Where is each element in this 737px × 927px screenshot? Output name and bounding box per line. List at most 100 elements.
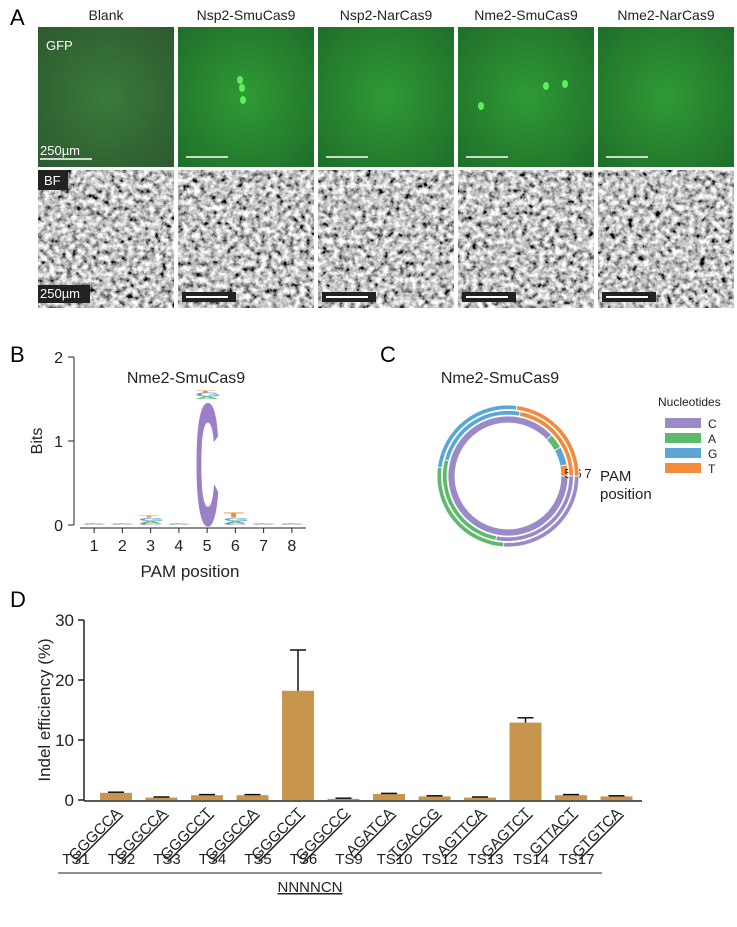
logo-letter: T [195,390,216,393]
ring-segment [515,405,580,477]
bar [555,795,587,800]
panel-label: D [10,587,26,612]
gfp-cell [237,76,243,84]
x-axis-label: PAM position [141,562,240,581]
x-tick-label: TS6 [290,851,318,868]
column-header: Blank [88,7,124,23]
gfp-cell [543,82,549,90]
logo-glyph: C [82,524,106,525]
x-tick-label: 3 [146,538,155,555]
logo-glyph: G [167,524,193,525]
logo-glyph: T [223,511,244,519]
logo-glyph: T [195,390,216,393]
logo-letter: C [223,523,247,526]
logo-letter: T [139,515,160,518]
logo-letter: C [110,524,134,525]
logo-glyph: A [223,520,247,524]
x-tick-label: TS17 [559,851,595,868]
column-header: Nme2-SmuCas9 [474,7,578,23]
y-tick-label: 0 [65,791,74,810]
legend-swatch [665,418,701,428]
bf-image [598,170,734,308]
logo-glyph: C [195,367,219,563]
x-tick-label: 4 [174,538,183,555]
x-tick-label: TS12 [422,851,458,868]
x-tick-label: 5 [203,538,212,555]
gfp-image [178,27,314,167]
legend-title: Nucleotides [658,395,721,409]
y-tick-label: 2 [54,350,63,367]
logo-glyph: A [280,524,304,525]
bar [509,722,542,800]
scale-bar-label: 250µm [40,286,80,301]
bar [418,796,451,800]
column-header: Nme2-NarCas9 [617,7,714,23]
y-axis-label: Bits [29,428,46,455]
bar [373,794,405,800]
scale-bar-label: 250µm [40,143,80,158]
logo-letter: T [252,523,273,524]
row-label: GFP [46,38,73,53]
logo-glyph: T [252,523,273,524]
logo-glyph: T [110,523,131,524]
x-tick-label: 2 [118,538,127,555]
logo-letter: A [252,524,276,525]
gfp-image [458,27,594,167]
bar [145,797,178,800]
logo-letter: C [280,524,304,525]
bar [100,792,132,800]
panel-label: C [380,342,396,367]
y-tick-label: 10 [55,731,74,750]
x-tick-label: TS10 [377,851,413,868]
logo-glyph: A [110,524,134,525]
logo-letter: G [110,524,136,525]
logo-letter: T [82,523,103,524]
gfp-image [598,27,734,167]
logo-glyph: T [280,523,301,524]
column-header: Nsp2-NarCas9 [340,7,433,23]
y-tick-label: 1 [54,434,63,451]
logo-glyph: A [195,396,219,400]
panel-label: B [10,342,25,367]
legend-label: G [708,447,717,461]
logo-letter: T [167,523,188,524]
x-tick-label: 1 [90,538,99,555]
scale-bar-label-bg [38,285,90,303]
logo-glyph: G [82,524,108,525]
legend-swatch [665,433,701,443]
x-tick-label: TS1 [62,851,90,868]
bar [327,798,360,800]
logo-glyph: T [167,523,188,524]
logo-letter: G [195,391,221,398]
logo-letter: G [252,524,278,525]
y-axis-label: Indel efficiency (%) [35,638,54,781]
gfp-cell [478,102,484,110]
bar [191,795,223,800]
x-tick-label: 7 [259,538,268,555]
bf-image [178,170,314,308]
legend-label: A [708,432,716,446]
logo-glyph: G [110,524,136,525]
x-tick-label: TS5 [244,851,272,868]
logo-letter: A [139,520,163,524]
logo-letter: C [252,524,276,525]
logo-glyph: A [167,524,191,525]
x-tick-label: TS4 [199,851,227,868]
logo-letter: T [223,511,244,519]
logo-letter: T [110,523,131,524]
logo-glyph: G [280,524,306,525]
logo-glyph: C [167,524,191,525]
x-tick-label: TS14 [513,851,549,868]
logo-glyph: C [280,524,304,525]
logo-glyph: G [195,391,221,398]
row-label: BF [44,173,61,188]
logo-glyph: A [252,524,276,525]
x-tick-label: TS13 [468,851,504,868]
y-tick-label: 30 [55,611,74,630]
legend-swatch [665,448,701,458]
logo-letter: G [167,524,193,525]
consensus-label: NNNNCN [278,879,343,896]
gfp-cell [240,96,246,104]
bf-image [318,170,454,308]
